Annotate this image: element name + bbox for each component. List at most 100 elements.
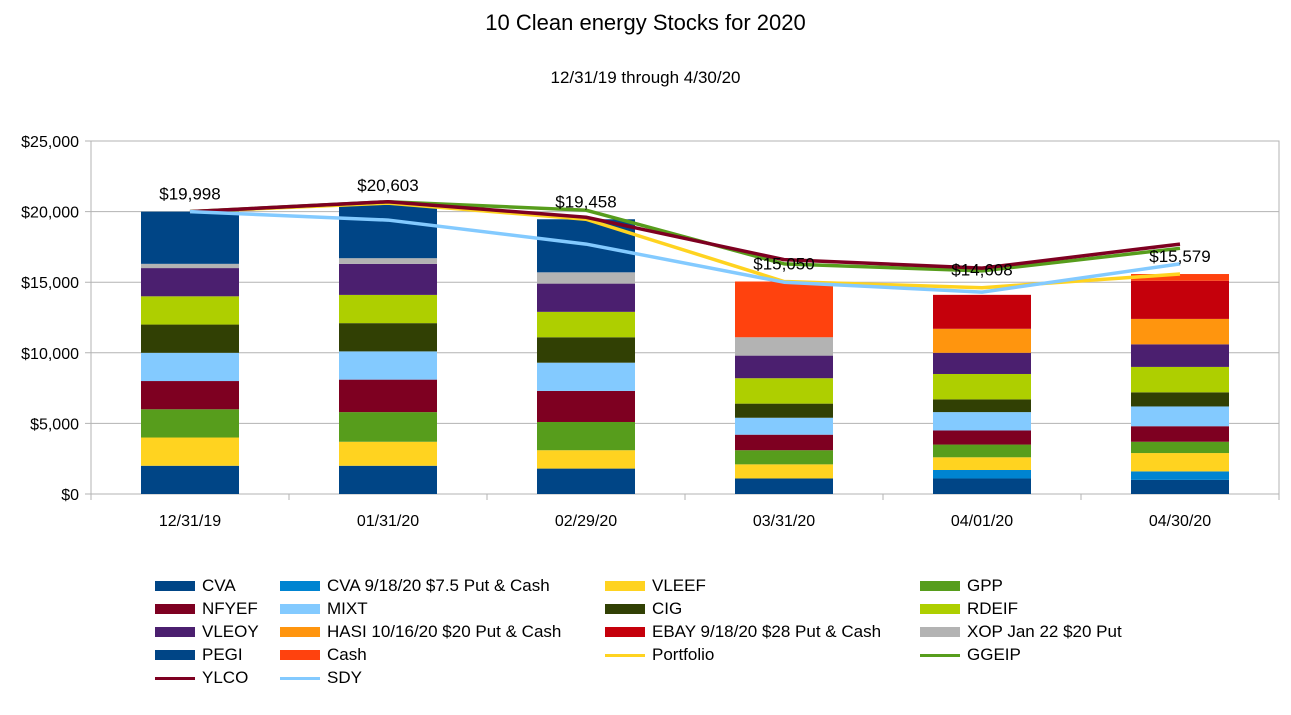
- bar-cig: [735, 403, 833, 418]
- bar-vleoy: [537, 283, 635, 312]
- bar-cig: [933, 399, 1031, 413]
- bar-vleef: [1131, 453, 1229, 472]
- y-tick-label: $25,000: [21, 134, 79, 151]
- bar-rdeif: [933, 373, 1031, 400]
- legend-swatch: [280, 581, 320, 591]
- bar-vleoy: [339, 263, 437, 295]
- bar-xop-jan-22-20-put: [735, 337, 833, 356]
- bar-cva: [141, 465, 239, 494]
- legend-label: RDEIF: [967, 599, 1018, 618]
- legend-swatch: [280, 627, 320, 637]
- bar-cig: [537, 337, 635, 363]
- legend-item: MIXT: [280, 599, 368, 619]
- bar-rdeif: [339, 294, 437, 324]
- bar-nfyef: [339, 379, 437, 413]
- bar-mixt: [735, 417, 833, 435]
- y-tick-label: $0: [61, 487, 79, 504]
- legend-swatch: [605, 653, 645, 657]
- bar-mixt: [933, 412, 1031, 431]
- legend-item: CVA: [155, 576, 236, 596]
- legend-item: EBAY 9/18/20 $28 Put & Cash: [605, 622, 881, 642]
- bar-rdeif: [141, 296, 239, 325]
- legend-item: YLCO: [155, 668, 248, 688]
- legend-item: GGEIP: [920, 645, 1021, 665]
- legend-swatch: [920, 581, 960, 591]
- legend-label: PEGI: [202, 645, 243, 664]
- bar-mixt: [537, 362, 635, 391]
- legend-item: SDY: [280, 668, 362, 688]
- legend-swatch: [920, 653, 960, 657]
- legend-swatch: [155, 604, 195, 614]
- x-tick-label: 12/31/19: [159, 513, 221, 530]
- bar-vleef: [933, 457, 1031, 470]
- bar-gpp: [339, 412, 437, 442]
- x-tick-label: 04/30/20: [1149, 513, 1211, 530]
- legend-item: XOP Jan 22 $20 Put: [920, 622, 1122, 642]
- bar-mixt: [1131, 406, 1229, 427]
- legend-swatch: [920, 604, 960, 614]
- legend-item: Cash: [280, 645, 367, 665]
- bar-hasi-10-16-20-20-put-cash: [933, 328, 1031, 353]
- legend-item: CVA 9/18/20 $7.5 Put & Cash: [280, 576, 550, 596]
- bar-vleoy: [735, 355, 833, 379]
- bar-rdeif: [1131, 366, 1229, 393]
- bar-vleoy: [141, 268, 239, 297]
- legend-label: GPP: [967, 576, 1003, 595]
- data-label: $15,050: [753, 254, 814, 273]
- legend-label: MIXT: [327, 599, 368, 618]
- data-label: $14,608: [951, 261, 1012, 280]
- x-tick-label: 03/31/20: [753, 513, 815, 530]
- bar-cva: [537, 468, 635, 494]
- legend-label: VLEOY: [202, 622, 259, 641]
- y-tick-label: $10,000: [21, 346, 79, 363]
- line-ylco: [189, 199, 1181, 270]
- y-tick-label: $15,000: [21, 275, 79, 292]
- bar-vleef: [339, 441, 437, 466]
- bar-gpp: [1131, 441, 1229, 454]
- bar-cig: [1131, 392, 1229, 407]
- legend-item: VLEOY: [155, 622, 259, 642]
- bar-cig: [339, 323, 437, 352]
- bar-pegi: [141, 211, 239, 264]
- legend-label: YLCO: [202, 668, 249, 687]
- bar-vleef: [537, 450, 635, 469]
- bar-pegi: [339, 203, 437, 259]
- bar-vleef: [141, 437, 239, 466]
- legend-item: NFYEF: [155, 599, 258, 619]
- legend-swatch: [605, 604, 645, 614]
- legend-label: XOP Jan 22 $20 Put: [967, 622, 1122, 641]
- bar-nfyef: [141, 381, 239, 410]
- bar-gpp: [537, 421, 635, 451]
- legend-label: CIG: [652, 599, 683, 618]
- bar-cva: [339, 465, 437, 494]
- legend-label: CVA 9/18/20 $7.5 Put & Cash: [327, 576, 550, 595]
- bar-nfyef: [735, 434, 833, 451]
- x-tick-label: 01/31/20: [357, 513, 419, 530]
- legend-label: SDY: [327, 668, 362, 687]
- legend-item: HASI 10/16/20 $20 Put & Cash: [280, 622, 561, 642]
- line-sdy: [189, 209, 1181, 294]
- legend-label: EBAY 9/18/20 $28 Put & Cash: [652, 622, 882, 641]
- bar-cva: [1131, 479, 1229, 494]
- legend-swatch: [280, 676, 320, 680]
- bar-cva: [933, 478, 1031, 494]
- legend-swatch: [280, 604, 320, 614]
- bar-cig: [141, 324, 239, 353]
- bar-vleef: [735, 464, 833, 479]
- legend-label: VLEEF: [652, 576, 706, 595]
- bar-ebay-9-18-20-28-put-cash: [1131, 280, 1229, 319]
- bar-cash: [735, 281, 833, 338]
- legend-label: Portfolio: [652, 645, 715, 664]
- bar-xop-jan-22-20-put: [537, 272, 635, 284]
- y-tick-label: $5,000: [30, 416, 79, 433]
- data-label: $19,998: [159, 185, 220, 204]
- data-label: $15,579: [1149, 247, 1210, 266]
- x-tick-label: 02/29/20: [555, 513, 617, 530]
- data-label: $19,458: [555, 192, 616, 211]
- legend-item: GPP: [920, 576, 1003, 596]
- bar-mixt: [339, 351, 437, 380]
- bar-rdeif: [735, 378, 833, 404]
- legend-swatch: [280, 650, 320, 660]
- legend-label: GGEIP: [967, 645, 1021, 664]
- bar-cva-9-18-20-7-5-put-cash: [1131, 471, 1229, 480]
